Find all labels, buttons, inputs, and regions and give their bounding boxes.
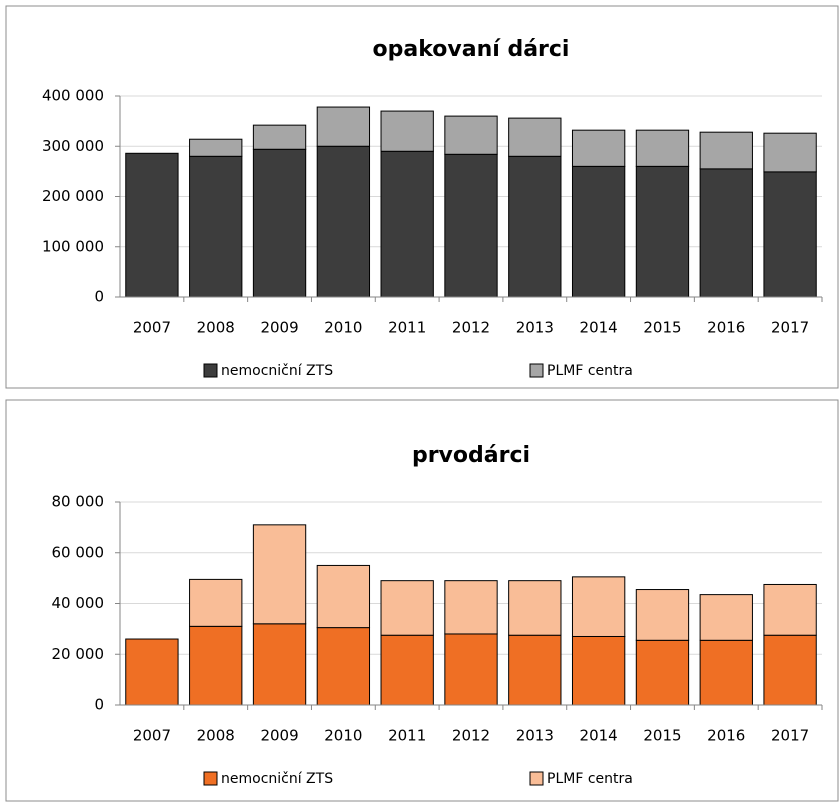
bar-segment (635, 129, 690, 167)
y-tick-label: 40 000 (52, 594, 105, 612)
chart-title: prvodárci (412, 443, 530, 468)
x-tick-label: 2008 (197, 727, 235, 745)
bar-segment (252, 623, 307, 706)
bar-segment (189, 155, 243, 298)
bar-segment (508, 634, 562, 706)
bar-segment (125, 638, 179, 706)
bar-segment (316, 564, 371, 629)
y-tick-label: 400 000 (42, 87, 104, 105)
bar-segment (571, 635, 626, 706)
bar-segment (189, 578, 243, 627)
bar-segment (763, 132, 817, 173)
bar-segment (316, 627, 371, 706)
y-tick-label: 80 000 (52, 493, 105, 511)
bar-segment (444, 580, 498, 635)
bar-segment (380, 150, 434, 298)
y-tick-label: 0 (94, 696, 104, 714)
bar-segment (508, 580, 562, 636)
x-tick-label: 2012 (452, 319, 490, 337)
bar-segment (699, 131, 753, 170)
legend-label: PLMF centra (547, 771, 633, 787)
bar-segment (380, 580, 434, 636)
x-tick-label: 2014 (580, 727, 618, 745)
bar-segment (635, 165, 690, 298)
x-tick-label: 2017 (771, 727, 809, 745)
bar-segment (571, 129, 626, 167)
x-tick-label: 2007 (133, 319, 171, 337)
bar-segment (763, 583, 817, 636)
bar-segment (316, 145, 371, 298)
x-tick-label: 2009 (260, 727, 298, 745)
bar-segment (763, 634, 817, 706)
bar-segment (444, 633, 498, 706)
legend-label: nemocniční ZTS (221, 771, 333, 787)
y-tick-label: 60 000 (52, 543, 105, 561)
y-tick-label: 100 000 (42, 237, 104, 255)
x-tick-label: 2010 (324, 727, 362, 745)
bar-segment (189, 138, 243, 157)
x-tick-label: 2008 (197, 319, 235, 337)
x-tick-label: 2013 (516, 727, 554, 745)
bar-segment (699, 639, 753, 706)
bar-segment (699, 168, 753, 298)
legend-label: PLMF centra (547, 363, 633, 379)
x-tick-label: 2015 (643, 727, 681, 745)
bar-segment (508, 117, 562, 157)
x-tick-label: 2014 (580, 319, 618, 337)
bar-segment (444, 115, 498, 155)
x-tick-label: 2012 (452, 727, 490, 745)
bar-segment (699, 594, 753, 641)
x-tick-label: 2007 (133, 727, 171, 745)
bar-segment (380, 110, 434, 152)
bar-segment (252, 148, 307, 298)
y-tick-label: 20 000 (52, 645, 105, 663)
x-tick-label: 2017 (771, 319, 809, 337)
bar-segment (125, 152, 179, 298)
bar-segment (444, 153, 498, 298)
bar-segment (571, 165, 626, 298)
bar-segment (635, 589, 690, 641)
legend-swatch (529, 363, 544, 378)
y-tick-label: 0 (94, 288, 104, 306)
x-tick-label: 2016 (707, 319, 745, 337)
x-tick-label: 2011 (388, 727, 426, 745)
x-tick-label: 2010 (324, 319, 362, 337)
y-tick-label: 200 000 (42, 187, 104, 205)
legend-swatch (529, 771, 544, 786)
chart-title: opakovaní dárci (373, 37, 570, 62)
bar-segment (380, 634, 434, 706)
bar-segment (252, 124, 307, 150)
legend-swatch (203, 363, 218, 378)
x-tick-label: 2013 (516, 319, 554, 337)
x-tick-label: 2009 (260, 319, 298, 337)
legend-swatch (203, 771, 218, 786)
bar-segment (316, 106, 371, 147)
bar-segment (635, 639, 690, 706)
y-tick-label: 300 000 (42, 137, 104, 155)
bar-segment (571, 576, 626, 637)
x-tick-label: 2011 (388, 319, 426, 337)
x-tick-label: 2015 (643, 319, 681, 337)
bar-segment (508, 155, 562, 298)
x-tick-label: 2016 (707, 727, 745, 745)
bar-segment (189, 625, 243, 706)
legend-label: nemocniční ZTS (221, 363, 333, 379)
bar-segment (763, 171, 817, 298)
bar-segment (252, 524, 307, 625)
